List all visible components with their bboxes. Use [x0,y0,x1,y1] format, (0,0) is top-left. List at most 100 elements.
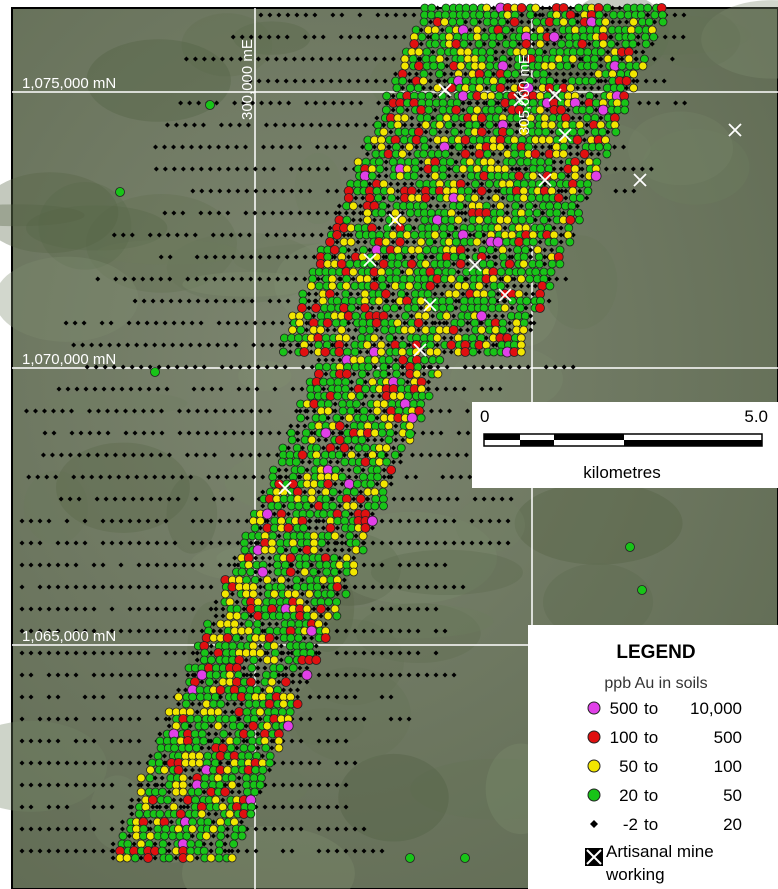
sample-point [214,722,222,730]
sample-point [295,502,303,510]
sample-point [528,194,536,202]
sample-point [358,436,366,444]
sample-point [536,106,544,114]
legend-max: 500 [714,728,742,747]
sample-point [270,590,278,598]
sample-point [274,502,282,510]
sample-point [578,106,586,114]
sample-point [335,422,344,431]
sample-point [496,143,504,151]
sample-point [158,788,166,796]
sample-point [397,444,405,452]
sample-point [638,586,647,595]
sample-point [226,810,234,818]
sample-point [477,187,486,196]
sample-point [221,590,229,598]
sample-point [426,238,434,246]
sample-point [548,121,556,129]
sample-point [493,237,503,247]
sample-point [473,238,481,246]
sample-point [471,194,479,202]
sample-point [248,744,256,752]
sample-point [224,766,232,774]
sample-point [380,480,388,488]
sample-point [332,319,340,327]
legend-min: 500 [610,699,638,718]
sample-point [626,543,635,552]
sample-point [201,722,209,730]
sample-point [326,524,335,533]
sample-point [403,231,411,239]
sample-point [396,172,404,180]
legend-swatch [588,731,600,743]
sample-point [339,246,347,254]
sample-point [427,11,435,19]
sample-point [382,106,390,114]
sample-point [565,40,573,48]
sample-point [650,33,658,41]
sample-point [545,136,553,144]
sample-point [302,670,312,680]
sample-point [131,854,139,862]
sample-point [580,150,589,159]
sample-point [349,268,357,276]
sample-point [405,282,413,290]
sample-point [350,568,358,576]
sample-point [416,180,424,188]
sample-point [256,781,264,789]
sample-point [476,11,484,19]
sample-point [381,290,390,299]
sample-point [612,128,620,136]
sample-point [456,260,465,269]
sample-point [451,114,459,122]
sample-point [314,370,323,379]
sample-point [467,224,475,232]
sample-point [417,238,425,246]
sample-point [607,40,615,48]
sample-point [569,55,577,63]
sample-point [506,128,514,136]
sample-point [417,297,425,305]
sample-point [331,532,339,540]
sample-point [406,209,414,217]
sample-point [339,407,347,415]
sample-point [478,62,486,70]
sample-point [385,356,393,364]
sample-point [447,304,455,312]
sample-point [217,700,225,708]
sample-point [284,524,293,533]
sample-point [297,326,305,334]
sample-point [411,231,419,239]
legend-sep: to [644,699,658,718]
sample-point [144,854,153,863]
sample-point [123,854,131,862]
sample-point [275,744,283,752]
sample-point [377,348,385,356]
sample-point [379,260,388,269]
sample-point [371,502,379,510]
sample-point [324,407,332,415]
sample-point [365,363,373,371]
sample-point [288,502,296,510]
sample-point [252,766,260,774]
sample-point [414,128,423,137]
sample-point [366,326,374,334]
sample-point [283,612,291,620]
sample-point [639,62,647,70]
sample-point [380,400,388,408]
sample-point [414,282,422,290]
sample-point [317,605,326,614]
sample-point [406,422,414,430]
sample-point [586,106,594,114]
sample-point [517,348,525,356]
sample-point [550,172,558,180]
sample-point [630,18,638,26]
sample-point [360,304,369,313]
sample-point [265,634,274,643]
sample-point [383,458,391,466]
sample-point [436,121,444,129]
sample-point [345,414,353,422]
sample-point [566,216,575,225]
sample-point [576,121,584,129]
sample-point [217,832,225,840]
